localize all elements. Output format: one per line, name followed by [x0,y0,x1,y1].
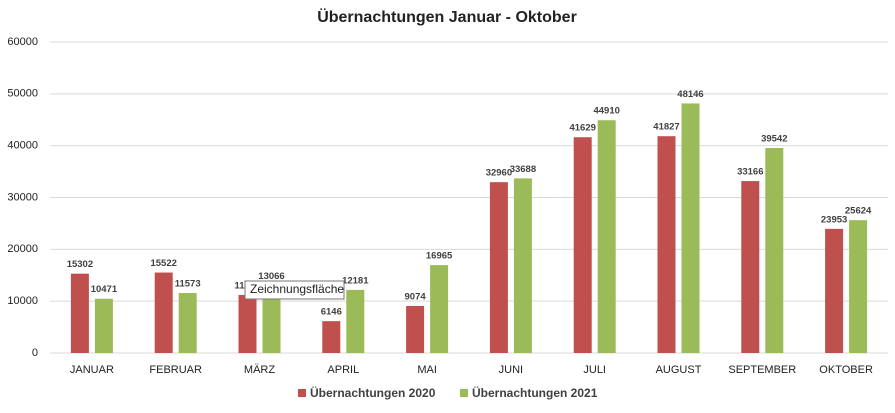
y-tick-label: 0 [32,347,38,359]
bar [849,220,868,353]
value-label: 16965 [426,251,453,262]
value-label: 48146 [677,89,703,100]
value-label: 41827 [653,122,679,133]
value-label: 33166 [737,167,763,178]
bar [765,148,784,353]
x-tick-label: APRIL [327,364,359,376]
bar [513,178,532,353]
tooltip-text: Zeichnungsfläche [250,282,344,296]
bar [825,228,844,353]
bar [322,321,341,353]
x-tick-label: MAI [417,364,437,376]
bar [406,305,425,353]
bar [681,103,700,353]
bar [238,294,257,353]
value-label: 32960 [486,168,512,179]
legend-label: Übernachtungen 2020 [310,385,436,400]
value-label: 10471 [91,284,118,295]
bar [346,289,365,353]
bar [573,137,592,353]
bar [70,273,89,353]
x-tick-label: JULI [583,364,606,376]
x-tick-label: JUNI [499,364,523,376]
bar [262,285,281,353]
bar [154,272,173,353]
x-tick-label: AUGUST [656,364,702,376]
value-label: 41629 [569,123,595,134]
bar [741,181,760,353]
chart-title: Übernachtungen Januar - Oktober [317,7,577,26]
value-label: 11573 [175,279,201,290]
x-tick-label: JANUAR [70,364,114,376]
value-label: 33688 [510,164,536,175]
bar [489,182,508,353]
bar [178,293,197,353]
bar [430,265,449,353]
value-label: 6146 [321,307,342,318]
legend-label: Übernachtungen 2021 [472,385,598,400]
value-label: 9074 [405,291,427,302]
legend-swatch [460,389,468,397]
x-tick-label: SEPTEMBER [728,364,796,376]
value-label: 44910 [593,106,619,117]
value-label: 15302 [67,259,93,270]
legend-swatch [298,389,306,397]
y-tick-label: 10000 [7,295,38,307]
value-label: 15522 [150,258,176,269]
bar [657,136,676,353]
y-tick-label: 40000 [7,140,38,152]
value-label: 12181 [342,275,369,286]
value-label: 39542 [761,134,787,145]
x-tick-label: MÄRZ [244,364,275,376]
bar [94,298,113,353]
value-label: 25624 [845,206,872,217]
x-tick-label: FEBRUAR [149,364,202,376]
y-tick-label: 20000 [7,243,38,255]
bar [597,120,616,354]
x-tick-label: OKTOBER [819,364,873,376]
value-label: 13066 [258,271,284,282]
y-tick-label: 60000 [7,36,38,48]
value-label: 23953 [821,214,847,225]
y-tick-label: 30000 [7,191,38,203]
y-tick-label: 50000 [7,88,38,100]
tooltip-box [244,280,345,300]
